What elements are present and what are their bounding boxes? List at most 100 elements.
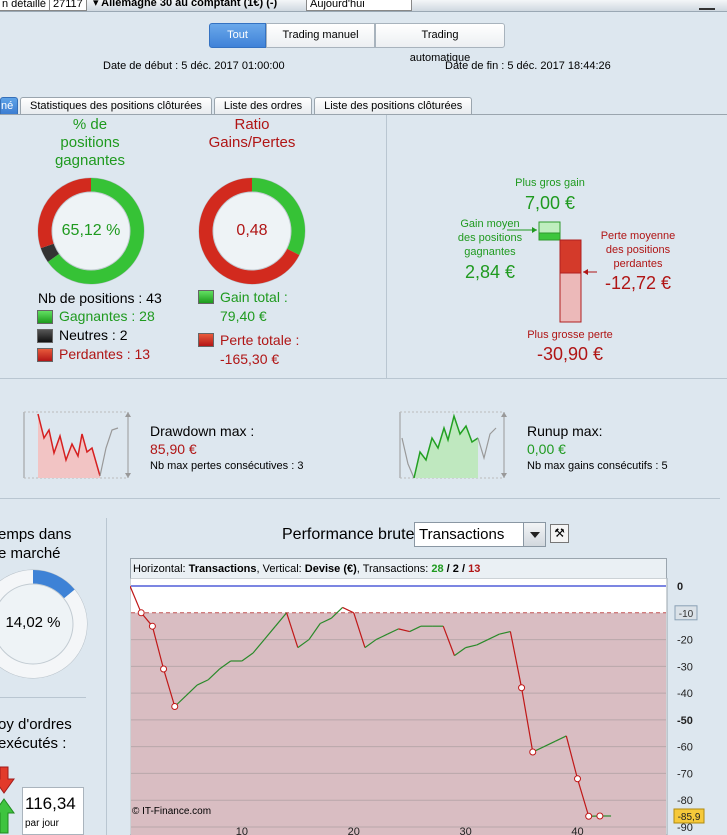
loss-point[interactable] <box>574 775 581 783</box>
mode-manual-button[interactable]: Trading manuel <box>266 23 375 48</box>
top-toolbar: n détaillé 27117 ▾ Allemagne 30 au compt… <box>0 0 727 12</box>
losers-swatch-icon <box>37 348 53 362</box>
time-donut-segment <box>32 570 75 599</box>
y-tick-label: 0 <box>677 581 683 593</box>
y-tick-label: -50 <box>677 715 693 727</box>
panel-divider <box>386 115 387 378</box>
avg-loss-label-line2: des positions <box>605 244 671 256</box>
series-segment <box>274 612 288 627</box>
stats-tabs: né Statistiques des positions clôturées … <box>0 96 474 115</box>
ratio-title-line2: Gains/Pertes <box>208 134 296 151</box>
tab-closed-positions[interactable]: Liste des positions clôturées <box>314 97 473 115</box>
header-h-label: Horizontal: <box>133 563 189 575</box>
avg-gain-label-line2: des positions <box>457 232 523 244</box>
loss-point[interactable] <box>137 609 145 617</box>
series-segment <box>286 612 299 648</box>
mode-auto-button[interactable]: Trading automatique <box>375 23 505 64</box>
loss-point[interactable] <box>171 703 179 710</box>
series-segment <box>308 623 321 640</box>
series-segment <box>241 652 254 662</box>
max-loss-label: Plus grosse perte <box>527 329 613 341</box>
period-selector[interactable]: Aujourd'hui <box>306 0 412 11</box>
series-segment <box>476 639 489 646</box>
gain-total-label: Gain total : <box>220 289 288 305</box>
tab-divider <box>0 114 727 115</box>
loss-point[interactable] <box>148 622 156 630</box>
account-code: 27117 <box>49 0 87 11</box>
perf-axis-dropdown[interactable]: Transactions <box>414 522 546 547</box>
series-segment <box>576 778 590 817</box>
avg-gain-bar <box>538 232 561 241</box>
mode-all-button[interactable]: Tout <box>209 23 266 48</box>
avg-gain-label: Gain moyen des positions gagnantes <box>445 217 535 259</box>
tab-summary[interactable]: né <box>0 97 18 115</box>
ratio-donut-segment <box>251 178 305 255</box>
orders-title: oy d'ordres exécutés : <box>0 715 72 753</box>
drawdown-tag <box>674 605 698 621</box>
win-pct-donut <box>37 177 145 285</box>
trading-mode-toggle: Tout Trading manuel Trading automatique <box>209 23 505 64</box>
last-point[interactable] <box>596 812 604 820</box>
win-donut-segment <box>40 243 60 262</box>
orders-per-day-unit: par jour <box>25 818 59 829</box>
series-segment <box>499 630 511 635</box>
avg-loss-label-line3: perdantes <box>613 258 663 270</box>
end-date: Date de fin : 5 déc. 2017 18:44:26 <box>445 60 611 72</box>
loss-point[interactable] <box>585 812 593 820</box>
header-v-label: , Vertical: <box>256 563 305 575</box>
series-segment <box>252 639 265 654</box>
loss-point[interactable] <box>518 684 526 692</box>
max-loss-value: -30,90 € <box>536 344 604 364</box>
final-value-tag <box>673 808 705 824</box>
drawdown-label: Drawdown max : <box>150 423 255 439</box>
performance-chart: 0 -20 -30 -40 -50 -60 -70 -80 -90 10 20 30 40 -10 -85,… <box>130 578 705 835</box>
orders-title-line2: exécutés : <box>0 735 67 752</box>
avg-gain-label-line1: Gain moyen <box>460 218 520 230</box>
series-segment <box>219 660 232 670</box>
loss-point[interactable] <box>529 748 537 756</box>
drawdown-sparkline <box>23 411 131 479</box>
drawdown-zone <box>131 612 666 835</box>
chart-copyright: © IT-Finance.com <box>132 806 212 817</box>
loss-point[interactable] <box>160 665 168 673</box>
positions-total: Nb de positions : 43 <box>38 290 162 306</box>
orders-title-line1: oy d'ordres <box>0 716 72 733</box>
final-value-tag-text: -85,9 <box>678 812 701 823</box>
x-tick-label: 10 <box>236 826 248 835</box>
x-tick-label: 40 <box>571 826 583 835</box>
ratio-title-line1: Ratio <box>234 116 270 133</box>
y-tick-label: -20 <box>677 635 693 647</box>
series-segment <box>196 679 209 686</box>
winners-count: Gagnantes : 28 <box>59 308 155 324</box>
series-segment <box>342 606 355 614</box>
header-h-value: Transactions <box>188 563 257 575</box>
instrument-selector[interactable]: ▾ Allemagne 30 au comptant (1€) (-) <box>93 0 278 9</box>
time-in-market-donut <box>0 569 88 679</box>
series-segment <box>387 628 399 635</box>
wrench-icon[interactable]: ⚒ <box>550 524 569 543</box>
perf-axis-selected: Transactions <box>419 526 505 543</box>
gain-total-value: 79,40 € <box>220 308 267 324</box>
header-v-value: Devise (€) <box>304 563 357 575</box>
header-tx-sep2: / <box>458 563 469 575</box>
series-segment <box>162 668 176 707</box>
series-segment <box>364 639 377 649</box>
header-tx-label: , Transactions: <box>356 563 432 575</box>
avg-gain-value: 2,84 € <box>464 262 516 282</box>
header-tx-sep1: / <box>443 563 453 575</box>
series-segment <box>330 607 343 619</box>
tab-closed-stats[interactable]: Statistiques des positions clôturées <box>20 97 212 115</box>
series-segment <box>543 740 556 748</box>
section-divider-1 <box>0 378 727 379</box>
bottom-divider <box>106 518 107 835</box>
avg-gain-arrow-icon <box>532 227 537 233</box>
x-tick-label: 30 <box>460 826 472 835</box>
chevron-down-icon[interactable] <box>523 523 545 546</box>
tab-orders[interactable]: Liste des ordres <box>213 97 313 115</box>
header-tx-loss: 13 <box>468 563 481 575</box>
win-pct-title-line3: gagnantes <box>54 152 126 169</box>
avg-loss-bar <box>559 239 582 274</box>
detail-mode-label[interactable]: n détaillé <box>0 0 51 11</box>
start-date: Date de début : 5 déc. 2017 01:00:00 <box>103 60 285 72</box>
menu-icon[interactable] <box>699 0 715 10</box>
